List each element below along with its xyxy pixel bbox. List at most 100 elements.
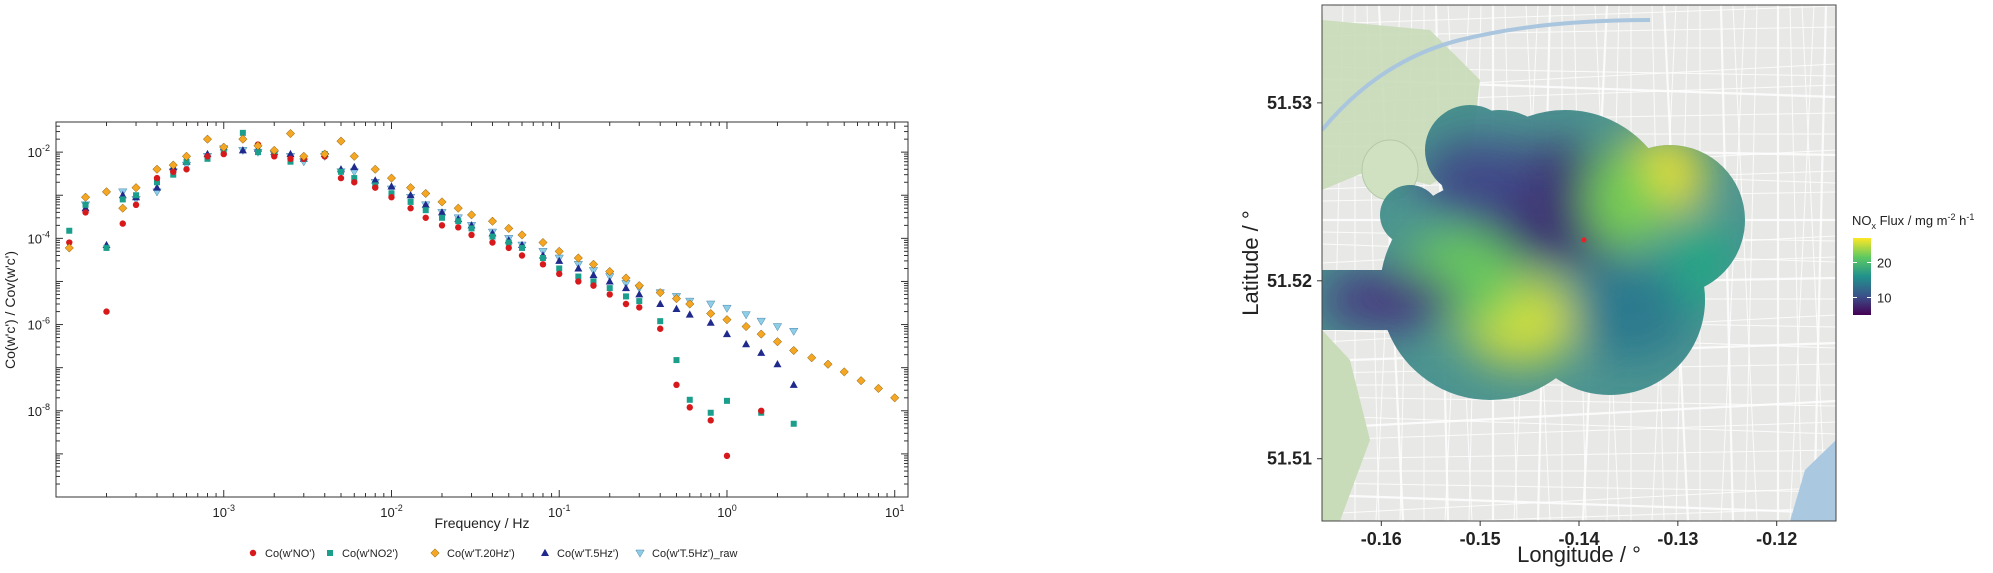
y-tick-base: 10 [28, 231, 42, 246]
data-point [238, 134, 248, 144]
data-point [554, 246, 564, 256]
data-point [707, 417, 714, 424]
x-tick-base: 10 [717, 505, 731, 520]
data-point [672, 304, 681, 312]
data-point [320, 149, 330, 159]
x-axis-ticks: 10-3 10-2 10-1 100 101 [55, 122, 904, 520]
data-point [573, 253, 583, 263]
data-point [606, 285, 613, 292]
data-point [351, 179, 358, 186]
data-point [673, 357, 680, 364]
legend-label: Co(w'NO') [265, 548, 315, 560]
legend-label: Co(w'NO2') [342, 548, 398, 560]
data-point [789, 380, 798, 388]
data-point [556, 270, 563, 278]
data-points [64, 128, 900, 460]
street [1812, 5, 1828, 521]
data-point [504, 223, 514, 233]
series-3 [81, 143, 798, 388]
data-point [349, 151, 359, 161]
x-tick-base: 10 [885, 505, 899, 520]
data-point [539, 261, 547, 268]
data-point [756, 317, 766, 326]
data-point [388, 194, 395, 201]
street [1322, 5, 1343, 7]
data-point [686, 404, 693, 411]
data-point [722, 315, 732, 325]
street [1789, 5, 1815, 521]
y-tick-label: 10-6 [28, 316, 50, 333]
legend-marker [430, 548, 440, 558]
data-point [574, 264, 583, 272]
plot-frame [55, 121, 909, 498]
colorbar-tick-label: 10 [1877, 291, 1891, 306]
data-point [538, 237, 548, 248]
y-tick-label: 10-2 [28, 143, 50, 160]
lon-tick-label: -0.13 [1657, 529, 1698, 549]
data-point [152, 164, 162, 174]
y-axis-label: Co(w'c') / Cov(w'c') [2, 251, 18, 369]
data-point [370, 164, 380, 174]
street [1322, 421, 1836, 441]
data-point [101, 187, 112, 197]
data-point [722, 304, 732, 313]
data-point [220, 150, 227, 158]
data-point [706, 309, 716, 319]
data-point [388, 190, 395, 197]
data-point [772, 323, 783, 332]
lon-tick-label: -0.16 [1361, 529, 1402, 549]
data-point [517, 230, 527, 240]
data-point [756, 329, 766, 339]
data-point [387, 182, 396, 190]
data-point [505, 239, 512, 246]
data-point [337, 174, 345, 182]
data-point [181, 151, 192, 161]
lon-tick-label: -0.15 [1460, 529, 1501, 549]
data-point [406, 183, 416, 193]
lat-tick-label: 51.51 [1267, 449, 1312, 469]
series-1 [66, 129, 797, 427]
y-tick-label: 10-8 [28, 402, 50, 419]
data-point [856, 376, 866, 386]
data-point [636, 298, 643, 305]
street [1322, 5, 1324, 29]
data-point [204, 153, 211, 160]
x-tick-exp: -1 [562, 503, 570, 513]
data-point [337, 168, 344, 175]
data-point [539, 255, 546, 262]
longitude-ticks: -0.16 -0.15 -0.14 -0.13 -0.12 [1361, 521, 1797, 549]
data-point [119, 220, 126, 227]
lon-tick-label: -0.12 [1756, 529, 1797, 549]
data-point [466, 210, 477, 220]
data-point [386, 173, 397, 183]
data-point [605, 266, 615, 277]
x-tick-label: 10-3 [213, 503, 235, 520]
data-point [118, 203, 128, 213]
data-point [422, 214, 429, 221]
data-point [757, 348, 766, 356]
data-point [131, 183, 141, 193]
data-point [453, 203, 463, 213]
street [1789, 5, 1803, 521]
data-point [622, 300, 630, 308]
data-point [790, 420, 797, 427]
data-point [741, 311, 751, 320]
street [1322, 493, 1836, 515]
colorbar-title-main: NO [1852, 213, 1872, 228]
y-tick-base: 10 [28, 318, 42, 333]
colorbar-title-exp2: -1 [1966, 212, 1974, 222]
data-point [455, 218, 462, 225]
data-point [438, 214, 445, 221]
x-tick-exp: 1 [899, 503, 904, 513]
data-point [421, 200, 430, 208]
data-point [238, 146, 247, 154]
data-point [807, 353, 817, 363]
street [1322, 486, 1836, 515]
data-point [723, 452, 731, 460]
x-tick-label: 10-2 [380, 503, 402, 520]
legend-label: Co(w'T.5Hz') [557, 548, 619, 560]
colorbar-title: NOx Flux / mg m-2 h-1 [1852, 212, 1974, 231]
y-tick-label: 10-4 [28, 229, 50, 246]
colorbar-title-h: h [1956, 213, 1967, 228]
